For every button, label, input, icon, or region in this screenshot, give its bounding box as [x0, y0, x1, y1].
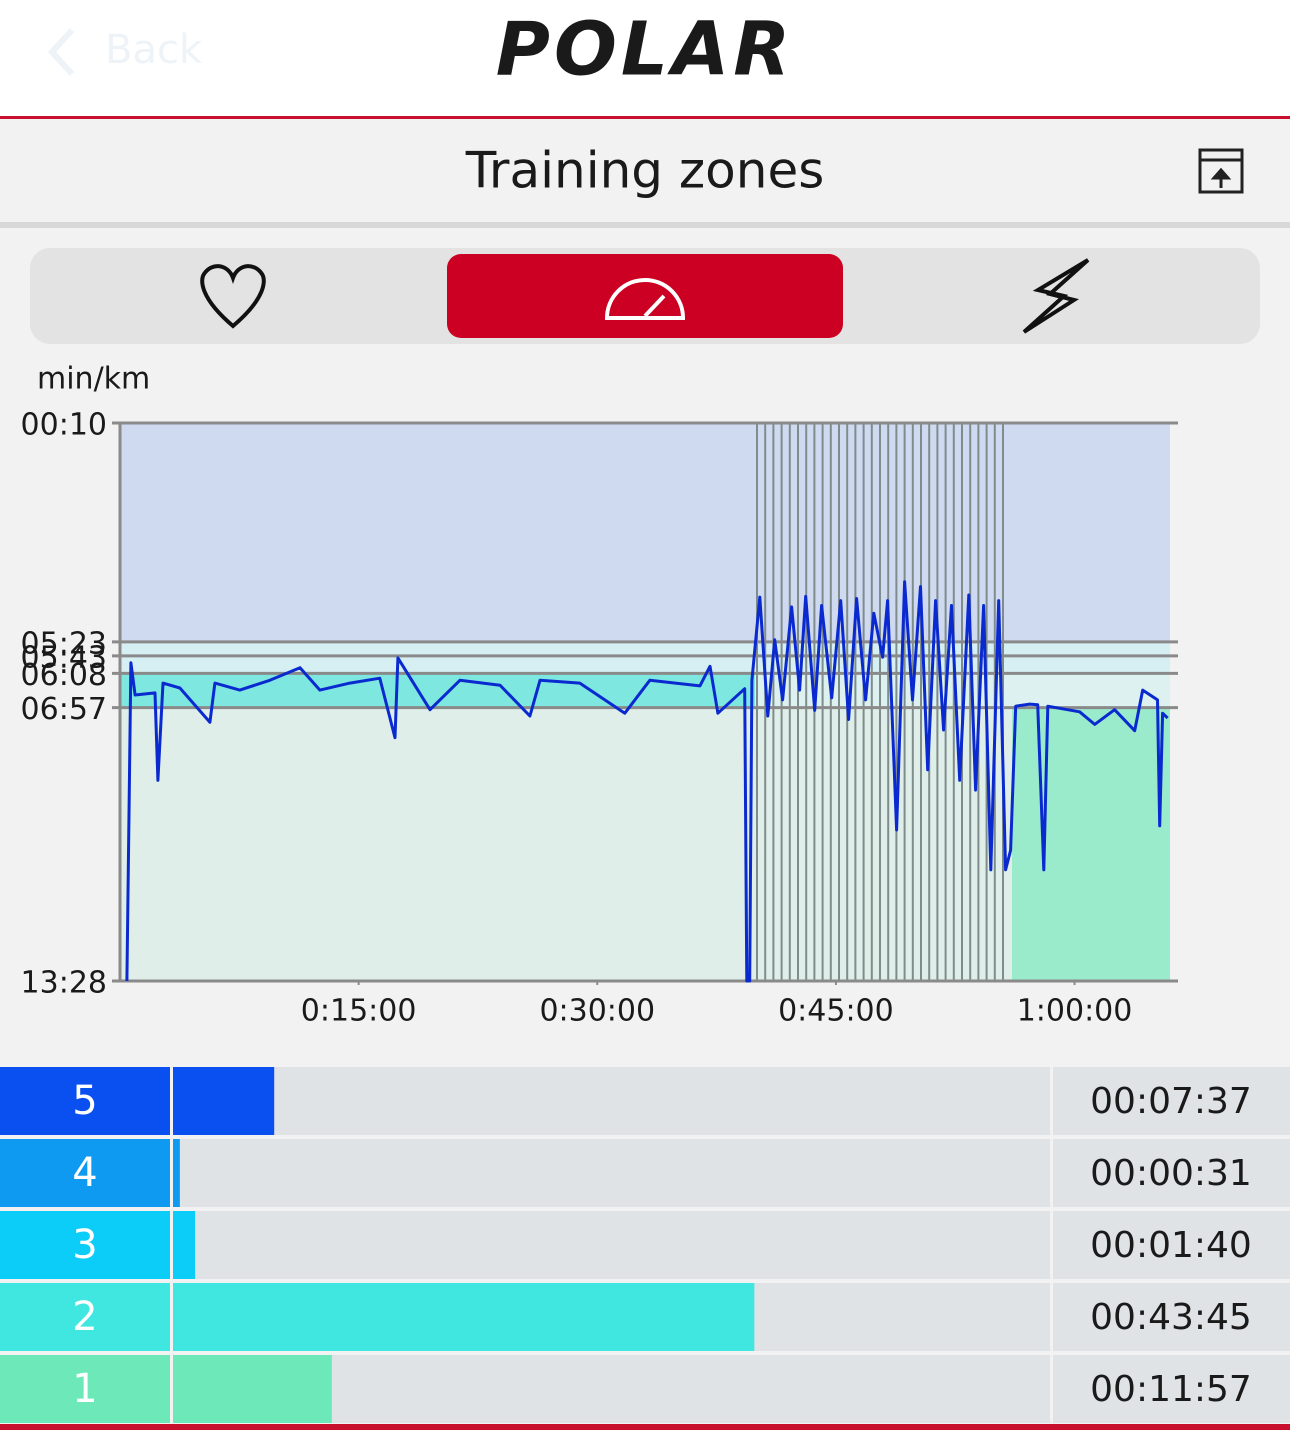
zone-track [173, 1067, 1050, 1135]
zone-label-cell [0, 1211, 170, 1279]
page-title: Training zones [465, 142, 825, 200]
zone-bar [173, 1355, 332, 1423]
heart-tab[interactable] [200, 264, 266, 329]
zone-label: 4 [72, 1150, 97, 1196]
zone-label: 2 [72, 1294, 97, 1340]
header-bg [0, 0, 1290, 116]
title-shadow [0, 222, 1290, 228]
logo: POLAR [496, 7, 795, 93]
zone-bar [173, 1211, 196, 1279]
zone-time: 00:11:57 [1090, 1369, 1252, 1410]
zone-time: 00:07:37 [1090, 1081, 1252, 1122]
zone-time-cell [1053, 1067, 1290, 1135]
back-arrow[interactable] [47, 27, 75, 77]
export-button[interactable] [1198, 148, 1244, 194]
x-tick-label: 0:15:00 [301, 994, 417, 1029]
zone-label-cell [0, 1283, 170, 1351]
y-tick-label: 13:28 [21, 966, 107, 1001]
zone-track [173, 1139, 1050, 1207]
power-tab[interactable] [1022, 258, 1090, 334]
header-rule [0, 116, 1290, 119]
back-button[interactable]: Back [105, 27, 203, 73]
zone-band [120, 423, 1170, 642]
zone-bar [173, 1067, 275, 1135]
zone-label: 3 [72, 1222, 97, 1268]
zone-band [120, 641, 1170, 656]
y-axis-unit: min/km [37, 362, 150, 397]
y-tick-label: 05:43 [21, 640, 107, 675]
export-icon [1210, 167, 1232, 188]
zone-time: 00:01:40 [1090, 1225, 1252, 1266]
zone-label-cell [0, 1067, 170, 1135]
zone-bar [173, 1283, 755, 1351]
zone-label-cell [0, 1355, 170, 1423]
y-tick-label: 05:23 [21, 626, 107, 661]
x-tick-label: 1:00:00 [1017, 994, 1133, 1029]
speed-tab[interactable] [447, 254, 843, 338]
y-tick-label: 06:08 [21, 658, 107, 693]
zone-bar [173, 1139, 180, 1207]
zone-time-cell [1053, 1283, 1290, 1351]
y-tick-label: 00:10 [21, 408, 107, 443]
pace-line [125, 580, 1169, 983]
x-tick-label: 0:45:00 [778, 994, 894, 1029]
zone-time-cell [1053, 1355, 1290, 1423]
zone-label: 5 [72, 1078, 97, 1124]
zone-time-cell [1053, 1211, 1290, 1279]
zone-band [120, 655, 1170, 674]
zone-track [173, 1211, 1050, 1279]
gauge-icon [604, 278, 686, 320]
footer-rule [0, 1424, 1290, 1430]
zone-label-cell [0, 1139, 170, 1207]
zone-bars: 5 00:07:37 4 00:00:31 3 00:01:40 2 00:43:45 1 00:… [0, 1067, 1290, 1423]
zone-label: 1 [72, 1366, 97, 1412]
gauge-icon [643, 294, 666, 318]
zone-highlight [1012, 707, 1170, 981]
zone-time: 00:00:31 [1090, 1153, 1252, 1194]
zone-time-cell [1053, 1139, 1290, 1207]
y-tick-label: 06:57 [21, 692, 107, 727]
zone-time: 00:43:45 [1090, 1297, 1252, 1338]
x-tick-label: 0:30:00 [539, 994, 655, 1029]
export-icon [1198, 148, 1244, 194]
